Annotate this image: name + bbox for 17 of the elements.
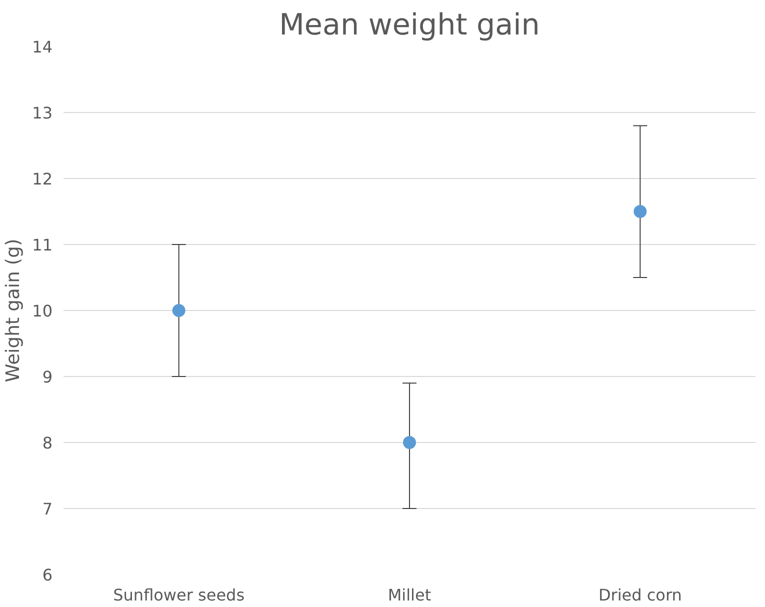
y-tick-label: 14 [32, 38, 52, 56]
y-tick-label: 9 [42, 368, 53, 386]
point [403, 436, 416, 449]
y-tick-label: 13 [32, 104, 52, 122]
y-tick-label: 12 [32, 170, 52, 188]
point [634, 205, 647, 218]
point [172, 304, 186, 317]
y-tick-label: 11 [32, 236, 52, 254]
y-tick-label: 10 [32, 302, 52, 320]
y-axis-title: Weight gain (g) [3, 238, 24, 382]
y-tick-label: 6 [42, 566, 53, 584]
y-tick-label: 8 [42, 434, 53, 452]
y-tick-label: 7 [42, 500, 53, 518]
x-tick-label: Sunflower seeds [113, 586, 245, 604]
x-tick-label: Dried corn [598, 586, 682, 604]
x-tick-label: Millet [388, 586, 432, 604]
chart-title: Mean weight gain [279, 8, 540, 42]
